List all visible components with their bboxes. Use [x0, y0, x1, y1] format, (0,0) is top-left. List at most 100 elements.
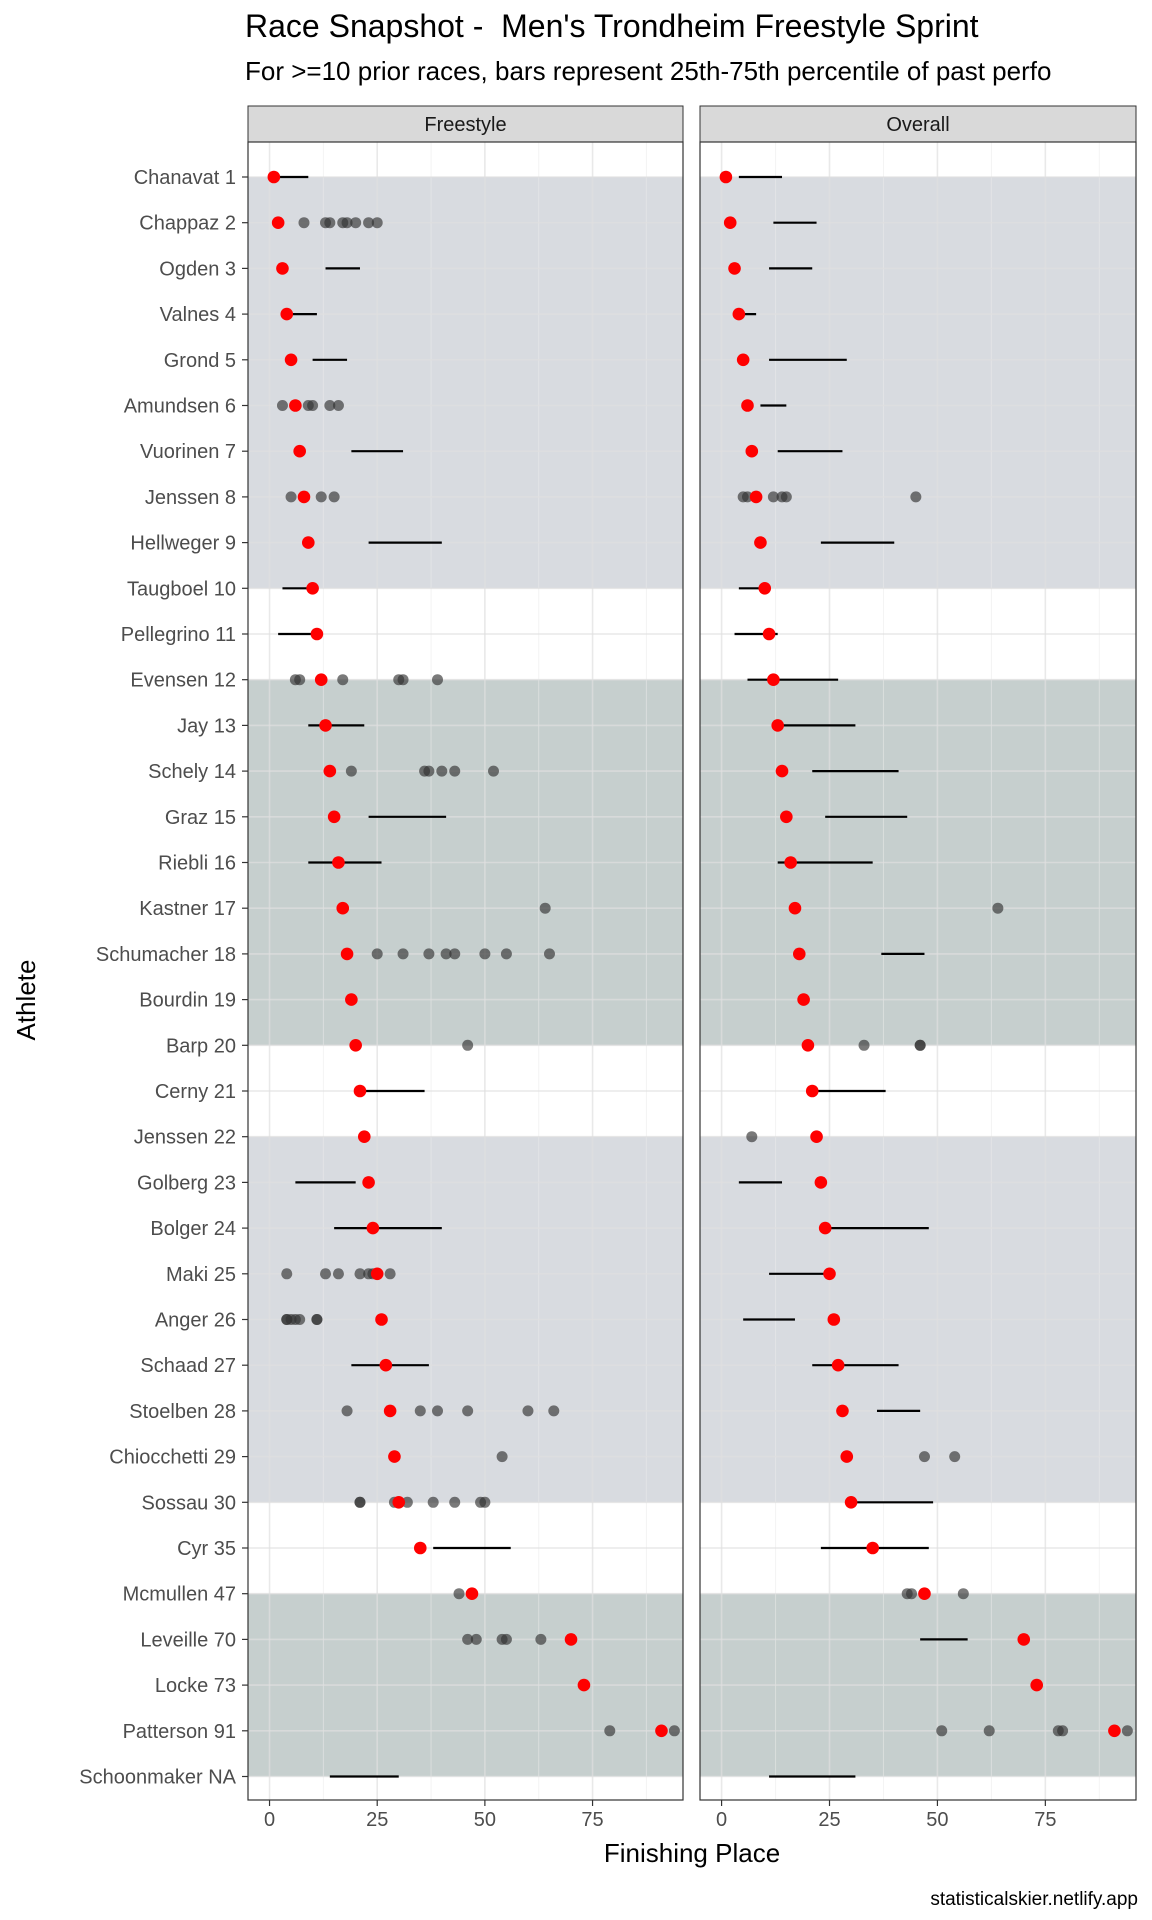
- current-result-point: [805, 1084, 819, 1098]
- past-result-point: [539, 902, 551, 914]
- past-result-point: [780, 491, 792, 503]
- panel-border: [699, 141, 1137, 1801]
- past-result-point: [500, 948, 512, 960]
- y-tick-label: Anger 26: [155, 1310, 236, 1332]
- past-result-point: [401, 1496, 413, 1508]
- current-result-point: [758, 582, 772, 595]
- band-1: [248, 177, 683, 589]
- current-result-point: [392, 1496, 406, 1509]
- y-tick-label: Ogden 3: [159, 258, 236, 280]
- page-subtitle: For >=10 prior races, bars represent 25t…: [245, 56, 1052, 86]
- past-result-point: [332, 400, 344, 411]
- past-result-point: [470, 1633, 482, 1645]
- strip-overall: [699, 105, 1137, 143]
- y-tick-label: Chiocchetti 29: [109, 1447, 236, 1469]
- y-tick-label: Hellweger 9: [130, 533, 236, 555]
- x-tick-label: 0: [716, 1809, 727, 1831]
- past-result-point: [741, 491, 753, 503]
- current-result-point: [301, 536, 315, 549]
- source-caption: statisticalskier.netlify.app: [930, 1889, 1138, 1910]
- past-result-point: [500, 1633, 512, 1645]
- y-tick-label: Evensen 12: [130, 670, 236, 692]
- current-result-point: [818, 1221, 832, 1235]
- past-result-point: [324, 217, 336, 229]
- current-result-point: [314, 673, 328, 686]
- panel-overall: Overall 0 25 50 75: [699, 105, 1137, 1831]
- past-result-point: [957, 1588, 969, 1600]
- current-result-point: [1030, 1678, 1044, 1692]
- past-result-point: [668, 1725, 680, 1737]
- past-result-point: [906, 1588, 918, 1600]
- past-result-point: [281, 1268, 293, 1280]
- past-result-point: [332, 1268, 344, 1280]
- current-result-point: [357, 1130, 371, 1143]
- current-result-point: [267, 170, 281, 184]
- current-result-point: [271, 216, 285, 229]
- past-result-point: [427, 1496, 439, 1508]
- current-result-point: [413, 1541, 427, 1555]
- current-result-point: [814, 1176, 828, 1189]
- past-result-point: [449, 948, 461, 960]
- past-result-point: [462, 1039, 474, 1051]
- current-result-point: [866, 1541, 879, 1555]
- past-result-point: [949, 1451, 961, 1463]
- y-tick-label: Barp 20: [166, 1035, 236, 1057]
- past-result-point: [487, 765, 499, 777]
- past-result-point: [1121, 1725, 1133, 1737]
- past-result-point: [535, 1633, 547, 1645]
- past-result-point: [543, 948, 555, 960]
- past-result-point: [910, 491, 922, 503]
- x-tick-label: 25: [366, 1809, 388, 1831]
- panel-freestyle: Freestyle 0 25 50 75: [247, 105, 684, 1831]
- past-result-point: [548, 1405, 560, 1417]
- past-result-point: [307, 400, 319, 411]
- y-tick-label: Graz 15: [165, 807, 236, 829]
- x-tick-label: 50: [926, 1809, 948, 1831]
- current-result-point: [366, 1221, 380, 1235]
- current-result-point: [1017, 1633, 1031, 1646]
- current-result-point: [345, 993, 358, 1006]
- past-result-point: [746, 1131, 758, 1143]
- current-result-point: [784, 856, 797, 869]
- past-result-point: [496, 1451, 508, 1463]
- past-result-point: [341, 1405, 353, 1417]
- current-result-point: [306, 582, 319, 595]
- current-result-point: [323, 764, 337, 778]
- past-result-point: [371, 948, 383, 960]
- current-result-point: [336, 901, 350, 915]
- y-tick-label: Schely 14: [148, 761, 236, 783]
- y-tick-label: Jenssen 22: [134, 1127, 236, 1149]
- past-result-point: [604, 1725, 616, 1737]
- current-result-point: [276, 262, 289, 275]
- past-result-point: [285, 491, 297, 503]
- current-result-point: [280, 307, 294, 321]
- y-tick-label: Maki 25: [166, 1264, 236, 1286]
- y-tick-label: Kastner 17: [139, 898, 236, 920]
- strip-freestyle: [247, 105, 684, 143]
- current-result-point: [375, 1313, 388, 1326]
- current-result-point: [771, 719, 785, 732]
- page-title: Race Snapshot - Men's Trondheim Freestyl…: [245, 8, 979, 44]
- past-result-point: [397, 674, 409, 686]
- past-result-point: [315, 491, 327, 503]
- past-result-point: [432, 1405, 444, 1417]
- current-result-point: [284, 353, 298, 367]
- x-axis-title: Finishing Place: [604, 1838, 780, 1868]
- current-result-point: [823, 1267, 836, 1281]
- current-result-point: [388, 1450, 401, 1463]
- y-tick-label: Taugboel 10: [127, 578, 236, 600]
- y-tick-label: Schoonmaker NA: [79, 1767, 236, 1789]
- past-result-point: [936, 1725, 948, 1737]
- y-tick-label: Valnes 4: [160, 304, 236, 326]
- past-result-point: [440, 948, 452, 960]
- past-result-point: [449, 765, 461, 777]
- current-result-point: [788, 901, 802, 915]
- y-tick-label: Golberg 23: [137, 1172, 236, 1194]
- y-tick-label: Leveille 70: [140, 1629, 236, 1651]
- past-result-point: [858, 1039, 870, 1051]
- past-result-point: [354, 1268, 366, 1280]
- past-result-point: [423, 765, 435, 777]
- past-result-point: [432, 674, 444, 686]
- past-result-point: [479, 948, 491, 960]
- x-tick-label: 75: [1034, 1809, 1056, 1831]
